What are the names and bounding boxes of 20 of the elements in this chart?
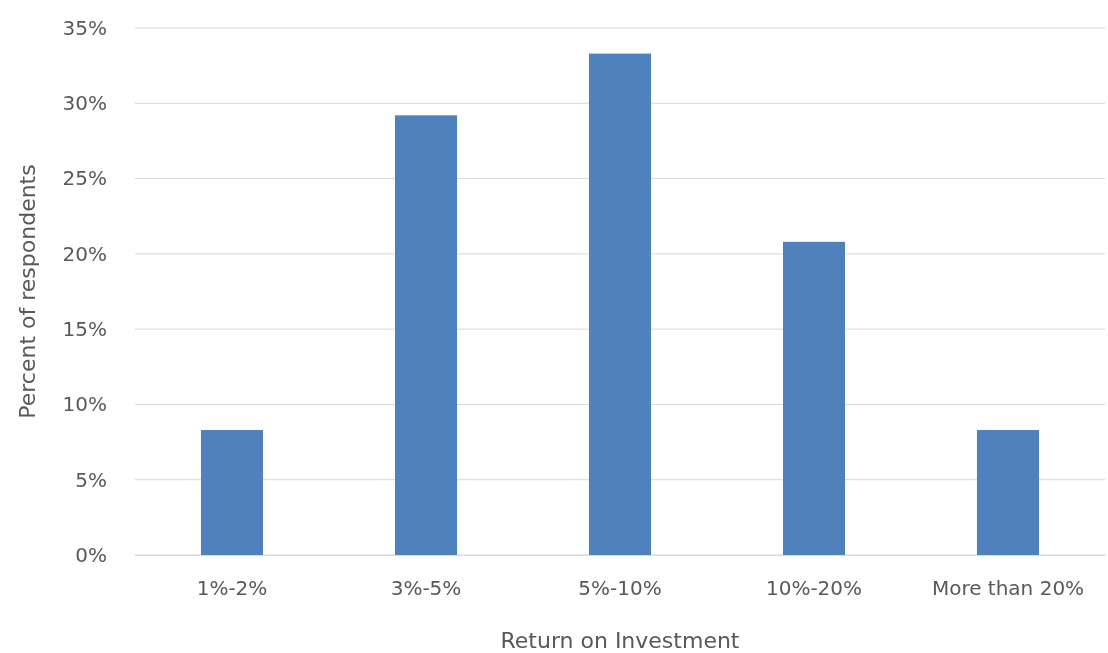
bar	[588, 53, 652, 555]
x-tick-label: 5%-10%	[578, 576, 662, 601]
x-tick-label: 10%-20%	[765, 576, 863, 601]
y-axis-title: Percent of respondents	[15, 164, 40, 419]
y-tick-label: 30%	[62, 91, 107, 116]
x-tick-label: More than 20%	[931, 576, 1085, 601]
y-tick-label: 5%	[75, 467, 107, 492]
x-axis-title: Return on Investment	[500, 628, 740, 653]
y-tick-label: 25%	[62, 166, 107, 191]
bar	[976, 430, 1040, 555]
x-tick-label: 1%-2%	[196, 576, 268, 601]
bar	[394, 115, 458, 555]
y-tick-label: 20%	[62, 241, 107, 266]
y-tick-label: 10%	[62, 392, 107, 417]
bar	[200, 430, 264, 555]
y-tick-label: 15%	[62, 317, 107, 342]
y-tick-label: 35%	[62, 15, 107, 40]
bar	[782, 241, 846, 555]
x-tick-label: 3%-5%	[390, 576, 462, 601]
y-tick-label: 0%	[75, 542, 107, 567]
